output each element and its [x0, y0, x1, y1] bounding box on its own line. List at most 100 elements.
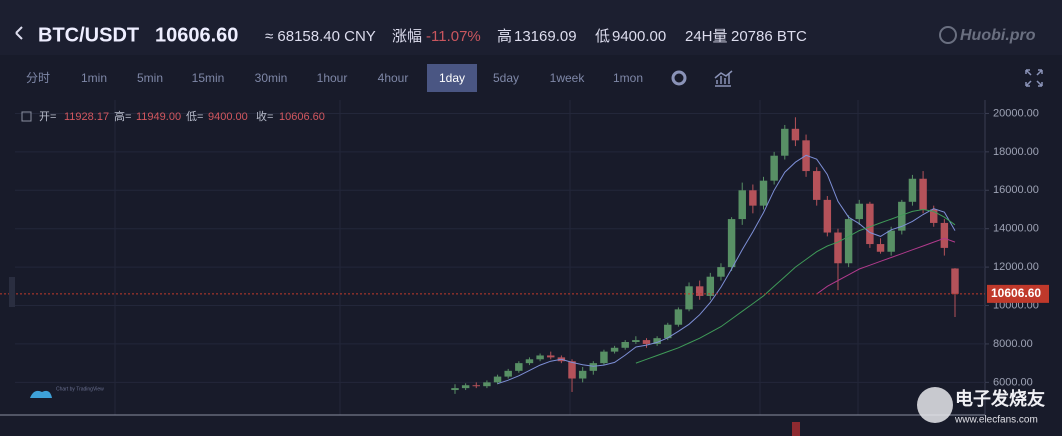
candle-body [855, 203, 863, 220]
interval-button[interactable]: 5min [137, 71, 163, 85]
candle-body [951, 268, 959, 294]
last-price-label: 10606.60 [991, 286, 1041, 300]
candle-body [578, 370, 587, 379]
settings-icon[interactable] [671, 70, 687, 86]
candle-body [493, 376, 502, 383]
y-tick-label: 18000.00 [993, 146, 1039, 158]
y-tick-label: 6000.00 [993, 376, 1033, 388]
legend-high: 11949.00 [136, 111, 181, 123]
candle-body [930, 209, 938, 223]
interval-button[interactable]: 1week [550, 71, 586, 85]
candle-body [695, 286, 704, 296]
candle-body [610, 347, 619, 352]
legend-close: 10606.60 [279, 111, 325, 123]
volume-label: 24H量 [685, 28, 728, 45]
legend-toggle[interactable] [21, 111, 32, 122]
candle-body [823, 199, 832, 233]
legend-open: 11928.17 [64, 111, 109, 123]
candle-body [812, 171, 821, 200]
candle-body [876, 244, 885, 252]
interval-button[interactable]: 5day [493, 71, 519, 85]
moving-average-line [497, 154, 956, 385]
interval-active-bg [427, 64, 477, 92]
candle-body [642, 340, 651, 344]
high-label: 高 [497, 28, 512, 45]
indicator-icon[interactable] [714, 70, 733, 87]
low-label: 低 [595, 28, 610, 45]
interval-button[interactable]: 1min [81, 71, 107, 85]
candle-body [749, 190, 757, 206]
interval-button[interactable]: 1hour [317, 71, 348, 85]
watermark-name: 电子发烧友 [955, 388, 1045, 409]
interval-button[interactable]: 1day [439, 71, 465, 85]
candle-body [770, 155, 778, 181]
change: -11.07% [426, 28, 481, 45]
interval-button[interactable]: 4hour [378, 71, 409, 85]
candle-body [525, 359, 534, 364]
legend-close-label: 收= [256, 109, 273, 123]
volume: 20786 BTC [731, 28, 807, 45]
y-tick-label: 8000.00 [993, 338, 1033, 350]
candle-body [781, 128, 789, 156]
fullscreen-icon[interactable] [1025, 69, 1043, 87]
candle-body [727, 219, 736, 268]
candle-body [451, 388, 459, 391]
change-label: 涨幅 [392, 28, 422, 45]
volume-bar [792, 422, 800, 436]
pair[interactable]: BTC/USDT [38, 24, 139, 46]
candle-body [685, 286, 693, 310]
legend-low-label: 低= [186, 110, 203, 123]
last-price-box [987, 284, 1049, 303]
candle-body [504, 370, 512, 377]
candle-body [717, 267, 725, 277]
candle-body [898, 201, 906, 231]
toolbar: 分时 1min 5min 15min 30min 1hour 4hour 1day 5day 1w… [26, 64, 643, 92]
candle-body [866, 203, 874, 245]
candle-body [738, 190, 746, 220]
interval-button[interactable]: 15min [192, 71, 225, 85]
candle-body [472, 385, 480, 387]
y-tick-label: 12000.00 [993, 261, 1039, 273]
candle-body [887, 230, 895, 252]
candle-body [908, 178, 917, 202]
low: 9400.00 [612, 28, 666, 45]
tv-logo [30, 390, 52, 398]
interval-button[interactable]: 分时 [26, 71, 50, 85]
candle-body [515, 363, 523, 371]
y-tick-label: 16000.00 [993, 184, 1039, 196]
candle-body [483, 382, 491, 387]
back-chevron[interactable] [15, 26, 23, 40]
price: 10606.60 [155, 24, 238, 46]
side-handle[interactable] [9, 277, 15, 307]
candle-body [589, 363, 598, 371]
candle-body [674, 309, 683, 325]
candle-body [940, 222, 949, 248]
plot: 6000.008000.0010000.0012000.0014000.0016… [0, 107, 1049, 394]
candle-body [791, 128, 800, 141]
legend-open-label: 开= [39, 111, 56, 123]
y-tick-label: 14000.00 [993, 223, 1039, 235]
interval-button[interactable]: 1mon [613, 71, 643, 85]
brand-icon [939, 26, 957, 44]
candle-body [632, 340, 640, 343]
y-tick-label: 20000.00 [993, 107, 1039, 119]
candle-body [461, 385, 470, 389]
watermark-url: www.elecfans.com [954, 415, 1038, 426]
candle-body [919, 178, 927, 210]
credit: Chart by TradingView [56, 386, 104, 392]
candle-body [759, 180, 768, 206]
candle-body [844, 219, 853, 264]
candle-body [536, 355, 544, 360]
interval-button[interactable]: 30min [255, 71, 288, 85]
candle-body [600, 351, 608, 364]
candle-body [834, 232, 842, 264]
legend-high-label: 高= [114, 109, 131, 123]
candle-body [653, 338, 661, 344]
legend-low: 9400.00 [208, 111, 248, 123]
high: 13169.09 [514, 28, 577, 45]
candle-body [706, 276, 715, 296]
moving-average-line [635, 208, 956, 364]
moving-average-line [816, 237, 956, 295]
watermark-logo [917, 387, 953, 423]
